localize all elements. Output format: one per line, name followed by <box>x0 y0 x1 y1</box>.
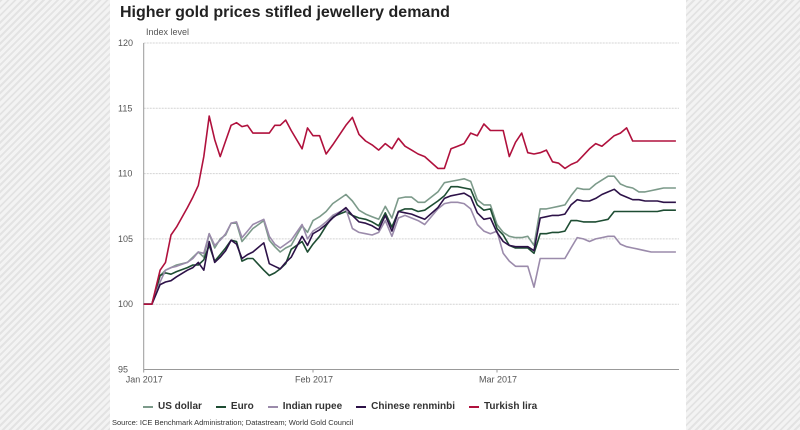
grid-lines <box>143 42 679 305</box>
y-tick-label: 120 <box>118 38 133 48</box>
x-tick-label: Mar 2017 <box>479 375 517 385</box>
source-note: Source: ICE Benchmark Administration; Da… <box>112 418 354 427</box>
legend-label: Turkish lira <box>484 401 538 412</box>
legend-label: Indian rupee <box>282 401 343 412</box>
legend-item-turkish-lira: Turkish lira <box>469 401 537 412</box>
legend-swatch <box>356 405 367 408</box>
series-line-chinese-renminbi <box>143 188 676 306</box>
legend-label: Chinese renminbi <box>371 401 456 412</box>
legend-label: US dollar <box>158 401 202 412</box>
series-line-turkish-lira <box>143 115 676 306</box>
legend-swatch <box>267 405 278 408</box>
legend-swatch <box>215 405 226 408</box>
legend-swatch <box>143 405 153 408</box>
axes <box>143 43 679 370</box>
y-tick-label: 95 <box>118 365 128 375</box>
x-tick-labels: Jan 2017 Feb 2017 Mar 2017 <box>126 369 517 385</box>
legend-label: Euro <box>230 401 254 412</box>
legend-item-indian-rupee: Indian rupee <box>267 401 343 412</box>
y-tick-labels: 95 100 105 110 115 120 <box>118 38 133 375</box>
y-tick-label: 110 <box>118 169 132 179</box>
legend-item-chinese-renminbi: Chinese renminbi <box>356 401 455 412</box>
y-tick-label: 100 <box>118 299 133 309</box>
legend-swatch <box>469 405 480 408</box>
legend: US dollar Euro Indian rupee Chinese renminb… <box>143 401 537 412</box>
series-lines <box>143 115 676 306</box>
legend-item-us-dollar: US dollar <box>143 401 202 412</box>
legend-item-euro: Euro <box>215 401 254 412</box>
series-line-euro <box>143 185 676 306</box>
y-axis-label: Index level <box>146 27 189 37</box>
y-tick-label: 105 <box>118 234 133 244</box>
y-tick-label: 115 <box>118 103 132 113</box>
x-tick-label: Jan 2017 <box>126 375 163 385</box>
series-line-us-dollar <box>143 175 676 306</box>
series-line-indian-rupee <box>143 201 676 306</box>
x-tick-label: Feb 2017 <box>295 375 333 385</box>
chart-title: Higher gold prices stifled jewellery dem… <box>120 4 450 21</box>
